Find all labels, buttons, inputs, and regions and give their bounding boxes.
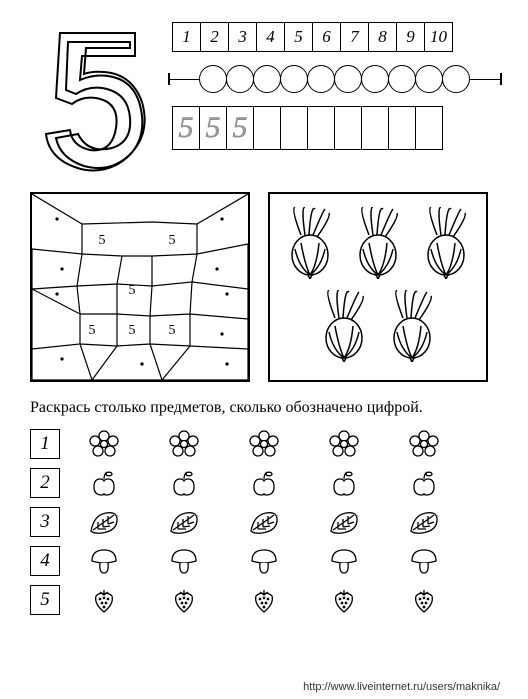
item-row: 5: [30, 584, 498, 616]
apple-icon: [246, 467, 282, 499]
trace-cell: [307, 106, 335, 150]
item-row: 4: [30, 545, 498, 577]
circle: [361, 65, 389, 93]
circle: [334, 65, 362, 93]
onion-icon: [417, 207, 475, 284]
circle: [442, 65, 470, 93]
number-cell: 4: [256, 22, 285, 52]
attribution-text: http://www.liveinternet.ru/users/maknika…: [303, 681, 500, 693]
circle: [307, 65, 335, 93]
strawberry-icon: [246, 584, 282, 616]
number-cell: 6: [312, 22, 341, 52]
apple-icon: [166, 467, 202, 499]
trace-cell: 5: [226, 106, 254, 150]
row-number: 5: [30, 585, 60, 615]
svg-text:5: 5: [169, 323, 176, 338]
trace-cell: 5: [199, 106, 227, 150]
trace-row: 555: [172, 106, 498, 150]
onion-box: [268, 192, 488, 382]
big-numeral: [30, 18, 160, 178]
circle: [280, 65, 308, 93]
item-row: 2: [30, 467, 498, 499]
strawberry-icon: [86, 584, 122, 616]
item-rows: 1 2 3 4 5: [30, 428, 498, 616]
mushroom-icon: [326, 545, 362, 577]
number-cell: 3: [228, 22, 257, 52]
trace-cell: [415, 106, 443, 150]
mushroom-icon: [246, 545, 282, 577]
flower-icon: [166, 428, 202, 460]
number-cell: 5: [284, 22, 313, 52]
row-number: 3: [30, 507, 60, 537]
number-cell: 2: [200, 22, 229, 52]
apple-icon: [86, 467, 122, 499]
circle: [415, 65, 443, 93]
trace-cell: [334, 106, 362, 150]
flower-icon: [246, 428, 282, 460]
trace-cell: [280, 106, 308, 150]
circle: [388, 65, 416, 93]
trace-cell: [253, 106, 281, 150]
apple-icon: [406, 467, 442, 499]
number-strip: 12345678910: [172, 22, 498, 52]
trace-cell: [388, 106, 416, 150]
strawberry-icon: [326, 584, 362, 616]
item-row: 3: [30, 506, 498, 538]
circle: [253, 65, 281, 93]
flower-icon: [406, 428, 442, 460]
instruction-text: Раскрась столько предметов, сколько обоз…: [30, 398, 498, 418]
number-cell: 10: [424, 22, 453, 52]
leaf-icon: [326, 506, 362, 538]
svg-text:5: 5: [89, 323, 96, 338]
number-cell: 8: [368, 22, 397, 52]
trace-cell: [361, 106, 389, 150]
onion-icon: [349, 207, 407, 284]
svg-text:5: 5: [129, 283, 136, 298]
leaf-icon: [406, 506, 442, 538]
trace-cell: 5: [172, 106, 200, 150]
mushroom-icon: [86, 545, 122, 577]
mushroom-icon: [406, 545, 442, 577]
onion-icon: [383, 290, 441, 367]
svg-text:5: 5: [129, 323, 136, 338]
flower-icon: [326, 428, 362, 460]
strawberry-icon: [166, 584, 202, 616]
onion-icon: [281, 207, 339, 284]
puzzle-grid: 5 5 5 5 5 5: [30, 192, 250, 382]
item-row: 1: [30, 428, 498, 460]
svg-text:5: 5: [169, 233, 176, 248]
onion-icon: [315, 290, 373, 367]
row-number: 2: [30, 468, 60, 498]
flower-icon: [86, 428, 122, 460]
number-cell: 9: [396, 22, 425, 52]
number-cell: 7: [340, 22, 369, 52]
circle: [199, 65, 227, 93]
circle: [226, 65, 254, 93]
row-number: 1: [30, 429, 60, 459]
number-cell: 1: [172, 22, 201, 52]
svg-text:5: 5: [99, 233, 106, 248]
leaf-icon: [246, 506, 282, 538]
apple-icon: [326, 467, 362, 499]
mushroom-icon: [166, 545, 202, 577]
strawberry-icon: [406, 584, 442, 616]
leaf-icon: [86, 506, 122, 538]
row-number: 4: [30, 546, 60, 576]
circles-row: [172, 62, 498, 96]
leaf-icon: [166, 506, 202, 538]
